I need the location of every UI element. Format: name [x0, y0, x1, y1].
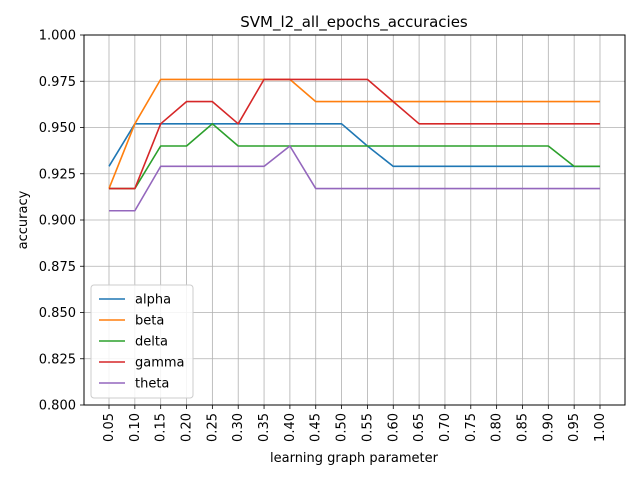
series-line-beta	[108, 78, 600, 189]
legend: alpha beta delta gamma theta	[90, 284, 194, 399]
legend-label-gamma: gamma	[135, 356, 185, 371]
legend-label-beta: beta	[135, 314, 164, 329]
x-tick-label: 0.85	[515, 413, 530, 442]
legend-label-alpha: alpha	[135, 293, 171, 308]
x-tick-label: 0.65	[412, 413, 427, 442]
x-tick-label: 0.90	[541, 413, 556, 442]
x-tick-label: 0.45	[309, 413, 324, 442]
series-line-gamma	[109, 78, 600, 190]
x-tick-label: 0.75	[464, 413, 479, 442]
series-lines	[108, 78, 600, 212]
x-tick-label: 0.95	[567, 413, 582, 442]
x-tick-label: 0.40	[283, 413, 298, 442]
axis-ticks: 0.05 0.10 0.15 0.20 0.25 0.30 0.35 0.40 0.45 0.50…	[39, 29, 608, 442]
y-tick-label: 0.875	[39, 260, 76, 275]
y-tick-label: 1.000	[39, 29, 76, 44]
x-tick-label: 0.25	[205, 413, 220, 442]
x-tick-label: 0.30	[231, 413, 246, 442]
y-tick-label: 0.975	[39, 75, 76, 90]
legend-label-delta: delta	[135, 335, 168, 350]
x-tick-label: 0.80	[490, 413, 505, 442]
x-tick-label: 0.60	[386, 413, 401, 442]
y-tick-label: 0.950	[39, 121, 76, 136]
legend-box	[90, 284, 194, 399]
chart-title: SVM_l2_all_epochs_accuracies	[240, 13, 468, 32]
x-tick-label: 0.15	[154, 413, 169, 442]
legend-label-theta: theta	[135, 377, 169, 392]
y-tick-label: 0.850	[39, 306, 76, 321]
y-tick-label: 0.825	[39, 352, 76, 367]
x-tick-label: 0.10	[128, 413, 143, 442]
x-tick-label: 1.00	[593, 413, 608, 442]
x-tick-label: 0.55	[360, 413, 375, 442]
series-line-delta	[109, 123, 600, 190]
y-tick-label: 0.800	[39, 399, 76, 414]
series-line-theta	[109, 145, 600, 212]
x-axis-title: learning graph parameter	[270, 451, 439, 466]
series-line-alpha	[108, 123, 600, 168]
x-tick-label: 0.20	[180, 413, 195, 442]
x-tick-label: 0.35	[257, 413, 272, 442]
y-tick-label: 0.900	[39, 214, 76, 229]
y-tick-label: 0.925	[39, 167, 76, 182]
x-tick-label: 0.50	[335, 413, 350, 442]
y-axis-title: accuracy	[16, 190, 31, 249]
x-tick-label: 0.05	[102, 413, 117, 442]
x-tick-label: 0.70	[438, 413, 453, 442]
